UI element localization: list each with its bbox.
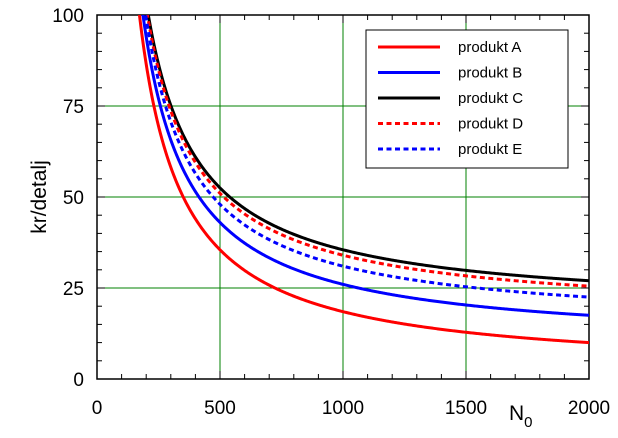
y-tick-label-50: 50 — [63, 188, 84, 209]
plot-frame — [96, 14, 590, 380]
y-tick-label-0: 0 — [73, 370, 84, 391]
y-tick-label-75: 75 — [63, 97, 84, 118]
x-tick-labels: 0 500 1000 1500 2000 — [92, 398, 610, 419]
legend-label-produkt-c: produkt C — [458, 90, 523, 107]
x-tick-label-1000: 1000 — [322, 398, 364, 419]
legend-label-produkt-a: produkt A — [458, 39, 521, 56]
x-tick-label-500: 500 — [204, 398, 236, 419]
x-tick-label-2000: 2000 — [568, 398, 610, 419]
series-line-produkt-e — [144, 15, 589, 299]
y-tick-label-100: 100 — [52, 6, 84, 27]
x-axis-label: N0 — [509, 402, 533, 431]
series-line-produkt-d — [145, 15, 589, 288]
legend-label-produkt-e: produkt E — [458, 141, 522, 158]
legend: produkt A produkt B produkt C produkt D prod… — [365, 29, 569, 169]
x-tick-label-1500: 1500 — [445, 398, 487, 419]
y-axis-label: kr/detalj — [28, 160, 51, 234]
series-line-produkt-c — [146, 15, 589, 283]
legend-label-produkt-b: produkt B — [458, 65, 522, 82]
minor-ticks — [96, 14, 590, 380]
x-tick-label-0: 0 — [92, 398, 103, 419]
series-line-produkt-a — [137, 15, 589, 345]
series-line-produkt-b — [141, 15, 589, 317]
legend-label-produkt-d: produkt D — [458, 116, 523, 133]
y-tick-label-25: 25 — [63, 279, 84, 300]
x-axis-label-main: N — [509, 402, 524, 425]
series-layer — [137, 15, 589, 345]
x-axis-label-subscript: 0 — [524, 414, 532, 431]
y-tick-labels: 0 25 50 75 100 — [52, 6, 84, 391]
